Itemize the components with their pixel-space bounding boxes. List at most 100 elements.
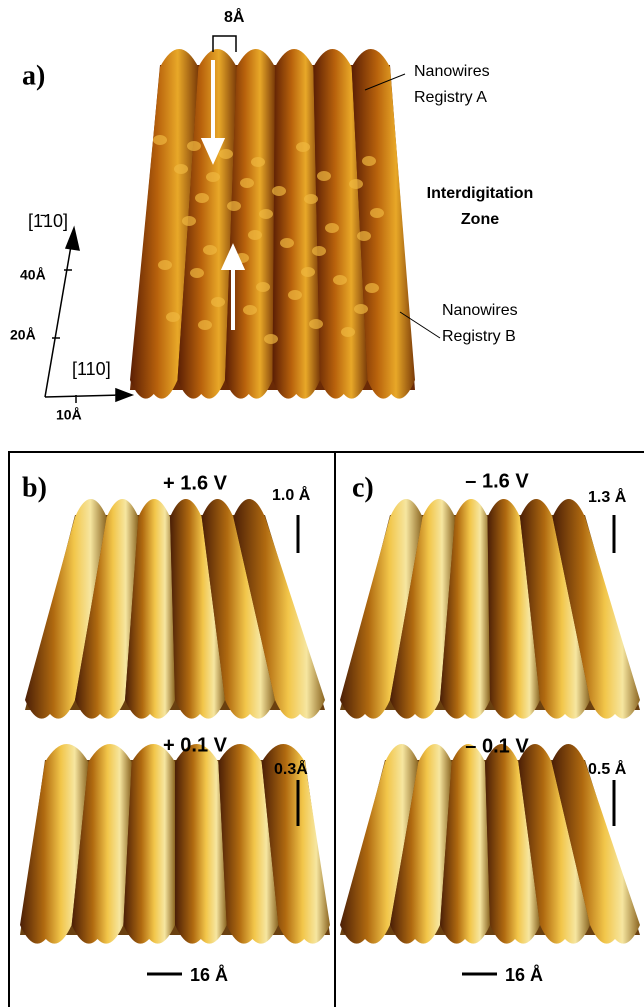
surface-bump — [259, 209, 273, 219]
surface-bump — [227, 201, 241, 211]
nanowire-ridge — [551, 744, 640, 944]
leader-line — [399, 311, 441, 339]
nanowire-ridge — [272, 49, 320, 399]
surface-bump — [312, 246, 326, 256]
nanowire-ridge — [71, 744, 132, 944]
surface-bump — [317, 171, 331, 181]
axis-direction: [1̄10] — [28, 211, 68, 231]
nanowire-ridge — [518, 744, 590, 944]
surface-bump — [190, 268, 204, 278]
leader-line — [364, 73, 406, 91]
arrow-up — [220, 243, 246, 330]
surface-bump — [365, 283, 379, 293]
surface-bump — [325, 223, 339, 233]
nanowire-ridge — [390, 744, 452, 944]
surface-bump — [349, 179, 363, 189]
nanowire-ridge — [201, 499, 275, 719]
surface-bump — [195, 193, 209, 203]
nanowire-ridge — [175, 744, 227, 944]
surface-bump — [280, 238, 294, 248]
nanowire-ridge — [218, 744, 279, 944]
surface-bump — [288, 290, 302, 300]
nanowire-ridge — [177, 49, 237, 399]
scale-bar-label: 16 Å — [505, 965, 543, 985]
surface-bump — [219, 149, 233, 159]
surface-bump — [198, 320, 212, 330]
annotation: Interdigitation — [427, 185, 534, 202]
panel-label: b) — [22, 472, 47, 503]
nanowire-ridge — [340, 499, 423, 719]
surface-bump — [166, 312, 180, 322]
nanowire-ridge — [487, 499, 540, 719]
surface-bump — [187, 141, 201, 151]
surface-bump — [203, 245, 217, 255]
nanowire-ridge — [170, 499, 225, 719]
panel-label: a) — [22, 60, 45, 91]
bias-label: – 0.1 V — [465, 735, 529, 757]
surface-bump — [256, 282, 270, 292]
bias-label: + 1.6 V — [163, 472, 228, 494]
nanowire-ridge — [25, 499, 107, 719]
nanowire-ridge — [351, 49, 415, 399]
surface-bump — [370, 208, 384, 218]
nanowire-ridge — [313, 49, 368, 399]
nanowire-ridge — [233, 499, 325, 719]
surface-bump — [240, 178, 254, 188]
nanowire-ridge — [75, 499, 139, 719]
surface-bump — [174, 164, 188, 174]
surface-bump — [301, 267, 315, 277]
surface-bump — [272, 186, 286, 196]
nanowire-ridge — [20, 744, 89, 944]
surface-bump — [158, 260, 172, 270]
panel-label: c) — [352, 472, 374, 503]
surface-bump — [341, 327, 355, 337]
axis-tick: 10Å — [56, 407, 82, 423]
surface-bump — [264, 334, 278, 344]
surface-bump — [304, 194, 318, 204]
surface-bump — [362, 156, 376, 166]
annotation: Nanowires — [442, 302, 518, 319]
height-scale: 1.3 Å — [588, 487, 627, 506]
spacing-bracket — [212, 35, 237, 52]
height-scale: 0.3Å — [274, 759, 308, 778]
surface-bump — [206, 172, 220, 182]
height-scale: 0.5 Å — [588, 759, 627, 778]
surface-bump — [357, 231, 371, 241]
nanowire-ridge — [390, 499, 455, 719]
arrow-down — [200, 60, 226, 165]
surface-bump — [296, 142, 310, 152]
nanowire-ridge — [125, 499, 175, 719]
nanowire-ridge — [440, 744, 490, 944]
nanowire-ridge — [225, 49, 275, 399]
nanowire-ridge — [552, 499, 640, 719]
annotation: Nanowires — [414, 63, 490, 80]
axis-direction: [110] — [72, 359, 111, 379]
panel-frame — [8, 451, 644, 1007]
axis-tick: 40Å — [20, 267, 46, 283]
nanowire-ridge — [123, 744, 175, 944]
annotation: Zone — [461, 211, 499, 228]
annotation: Registry B — [442, 328, 516, 345]
surface-bump — [153, 135, 167, 145]
bias-label: + 0.1 V — [163, 734, 228, 756]
scale-bar-label: 16 Å — [190, 965, 228, 985]
surface-bump — [309, 319, 323, 329]
surface-bump — [251, 157, 265, 167]
stm-images — [20, 49, 640, 944]
annotation: Registry A — [414, 89, 487, 106]
surface-bump — [333, 275, 347, 285]
axes-arrows — [44, 225, 135, 403]
nanowire-ridge — [340, 744, 419, 944]
surface-bump — [243, 305, 257, 315]
surface-bump — [182, 216, 196, 226]
nanowire-ridge — [261, 744, 330, 944]
surface-bump — [211, 297, 225, 307]
nanowire-ridge — [130, 49, 199, 399]
bias-label: – 1.6 V — [465, 470, 529, 492]
surface-bump — [354, 304, 368, 314]
nanowire-ridge — [440, 499, 490, 719]
axis-tick: 20Å — [10, 327, 36, 343]
height-scale: 1.0 Å — [272, 485, 311, 504]
nanowire-ridge — [520, 499, 590, 719]
